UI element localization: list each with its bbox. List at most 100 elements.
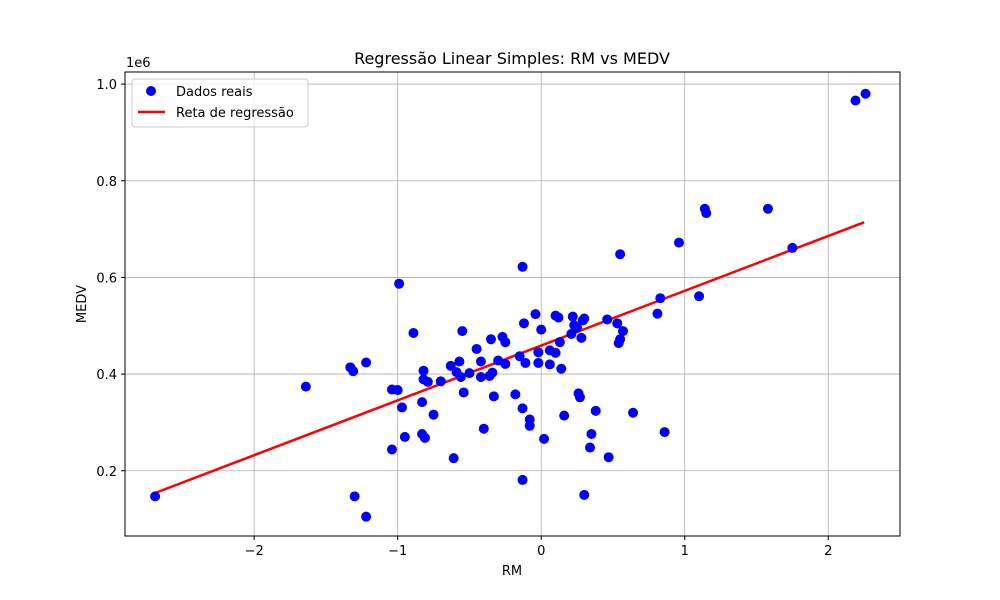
scatter-point (348, 366, 359, 377)
scatter-point (612, 318, 623, 329)
scatter-point (574, 392, 585, 403)
scatter-point (150, 491, 161, 502)
scatter-point (488, 391, 499, 402)
scatter-points (150, 88, 871, 522)
scatter-point (517, 403, 528, 414)
plot-frame (124, 71, 901, 537)
legend-box (131, 78, 309, 128)
y-tick-label: 0.2 (96, 465, 117, 480)
x-axis-label: RM (502, 564, 522, 579)
x-tick-label: −2 (245, 544, 264, 559)
scatter-point (530, 309, 541, 320)
scatter-point (603, 452, 614, 463)
scatter-point (418, 365, 429, 376)
scatter-point (701, 208, 712, 219)
scatter-point (361, 357, 372, 368)
scatter-point (471, 343, 482, 354)
scatter-point (422, 376, 433, 387)
scatter-point (517, 474, 528, 485)
scatter-point (455, 371, 466, 382)
scatter-point (659, 427, 670, 438)
y-tick-label: 0.4 (96, 368, 117, 383)
scatter-point (361, 511, 372, 522)
scatter-point (554, 337, 565, 348)
scatter-point (533, 357, 544, 368)
scatter-point (694, 291, 705, 302)
scatter-point (408, 328, 419, 338)
scatter-point (478, 423, 489, 434)
scatter-point (576, 332, 587, 343)
scatter-point (628, 407, 639, 418)
scatter-point (860, 88, 871, 99)
x-tick-label: 0 (537, 544, 545, 559)
scatter-point (417, 397, 428, 408)
scatter-point (500, 337, 511, 348)
regression-line (154, 221, 865, 495)
scatter-point (618, 326, 629, 337)
regression-line-group (154, 221, 865, 495)
x-tick-label: −1 (388, 544, 407, 559)
y-axis-offset-label: 1e6 (126, 56, 151, 71)
x-tick-label: 2 (824, 544, 832, 559)
scatter-point (567, 311, 578, 322)
scatter-point (579, 489, 590, 500)
scatter-point (510, 389, 521, 400)
scatter-point (787, 242, 798, 253)
scatter-point (349, 491, 360, 502)
scatter-point (652, 308, 663, 319)
scatter-point (457, 326, 468, 337)
scatter-point (487, 367, 498, 378)
scatter-point (399, 431, 410, 442)
scatter-point (419, 432, 430, 443)
scatter-point (559, 410, 570, 421)
scatter-point (396, 402, 407, 413)
scatter-point (514, 351, 525, 362)
scatter-point (394, 278, 405, 289)
scatter-point (590, 405, 601, 416)
chart-title: Regressão Linear Simples: RM vs MEDV (354, 49, 670, 68)
y-axis-label: MEDV (75, 285, 90, 323)
scatter-point (517, 261, 528, 272)
scatter-point (518, 318, 529, 329)
scatter-point (500, 358, 511, 369)
legend-label-line: Reta de regressão (176, 106, 294, 121)
scatter-point (572, 322, 583, 333)
scatter-point (579, 313, 590, 324)
scatter-point (458, 387, 469, 398)
x-axis-ticks: −2 −1 0 1 2 (245, 536, 832, 559)
scatter-point (464, 368, 475, 379)
scatter-point (520, 357, 531, 368)
y-tick-label: 0.6 (96, 271, 117, 286)
scatter-point (475, 371, 486, 382)
legend: Dados reais Reta de regressão (131, 78, 309, 128)
grid (125, 72, 900, 536)
scatter-point (435, 376, 446, 387)
scatter-point (602, 314, 613, 325)
scatter-point (850, 95, 861, 106)
x-tick-label: 1 (681, 544, 689, 559)
scatter-point (762, 203, 773, 214)
scatter-point (553, 312, 564, 323)
scatter-point (655, 293, 666, 304)
scatter-point (556, 363, 567, 374)
scatter-point (544, 359, 555, 370)
y-axis-ticks: 0.2 0.4 0.6 0.8 1.0 (96, 78, 125, 480)
scatter-point (673, 237, 684, 248)
scatter-point (485, 334, 496, 345)
scatter-point (615, 334, 626, 345)
scatter-point (300, 381, 311, 392)
scatter-point (386, 444, 397, 455)
scatter-point (615, 249, 626, 260)
scatter-point (392, 385, 403, 396)
scatter-point (428, 409, 439, 420)
scatter-point (448, 453, 459, 464)
scatter-point (585, 442, 595, 453)
legend-label-scatter: Dados reais (176, 85, 253, 100)
scatter-point (586, 429, 597, 440)
scatter-point (539, 433, 550, 444)
y-tick-label: 1.0 (96, 78, 117, 93)
scatter-point (454, 356, 465, 367)
scatter-point (524, 420, 535, 431)
y-tick-label: 0.8 (96, 175, 117, 190)
scatter-point (475, 356, 486, 367)
